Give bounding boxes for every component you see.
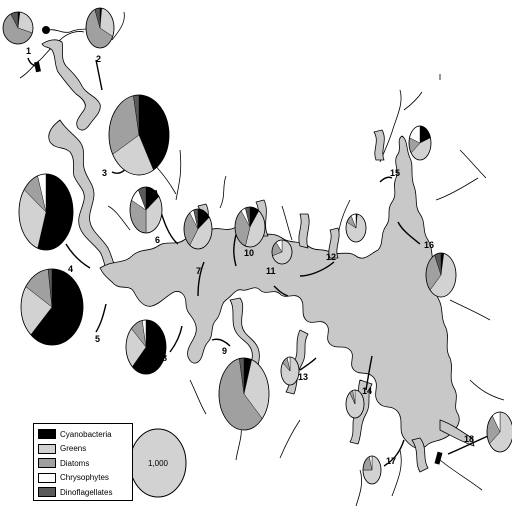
pie-chart-site-7 [184, 209, 212, 249]
pie-chart-site-6 [130, 187, 162, 233]
site-label-9: 9 [222, 346, 227, 356]
site-label-8: 8 [162, 353, 167, 363]
legend-item-greens: Greens [38, 442, 128, 457]
pie-chart-site-11 [272, 240, 292, 264]
legend-label: Chrysophytes [60, 473, 109, 482]
site-label-18: 18 [464, 434, 474, 444]
legend-item-chrysophytes: Chrysophytes [38, 471, 128, 486]
legend: Cyanobacteria Greens Diatoms Chrysophyte… [33, 423, 133, 501]
site-label-7: 7 [196, 266, 201, 276]
site-label-15: 15 [390, 168, 400, 178]
dam-marker-2 [435, 452, 443, 465]
legend-swatch [38, 444, 56, 454]
scale-reference: 1,000 [130, 429, 186, 497]
legend-label: Cyanobacteria [60, 430, 112, 439]
legend-swatch [38, 487, 56, 497]
site-label-11: 11 [266, 266, 276, 276]
pie-chart-site-2 [86, 8, 114, 48]
legend-label: Dinoflagellates [60, 488, 112, 497]
pie-chart-site-9 [219, 358, 269, 430]
legend-label: Diatoms [60, 459, 89, 468]
pie-chart-site-4 [19, 174, 73, 250]
legend-label: Greens [60, 444, 86, 453]
site-label-10: 10 [244, 248, 254, 258]
site-label-17: 17 [386, 456, 396, 466]
pie-chart-site-10 [235, 207, 265, 247]
pie-chart-site-3 [109, 95, 169, 175]
pie-chart-site-15 [409, 126, 431, 160]
pie-chart-site-1 [3, 12, 33, 44]
legend-item-cyanobacteria: Cyanobacteria [38, 427, 128, 442]
site-label-4: 4 [68, 264, 73, 274]
dam-marker-1 [34, 61, 41, 72]
site-label-2: 2 [96, 54, 101, 64]
legend-swatch [38, 429, 56, 439]
site-label-16: 16 [424, 240, 434, 250]
pie-chart-site-8 [126, 320, 166, 374]
site-label-1: 1 [26, 46, 31, 56]
site-label-3: 3 [102, 168, 107, 178]
legend-item-dinoflagellates: Dinoflagellates [38, 485, 128, 500]
legend-swatch [38, 473, 56, 483]
pie-chart-site-13 [281, 357, 299, 385]
pie-chart-site-18 [487, 412, 512, 452]
site-label-5: 5 [95, 334, 100, 344]
source-dot [42, 26, 50, 34]
legend-item-diatoms: Diatoms [38, 456, 128, 471]
site-label-12: 12 [326, 252, 336, 262]
site-label-13: 13 [298, 372, 308, 382]
scale-label: 1,000 [148, 459, 169, 468]
pie-chart-site-17 [363, 456, 381, 484]
site-label-6: 6 [155, 235, 160, 245]
pie-chart-site-16 [426, 253, 456, 297]
pie-chart-site-5 [21, 269, 83, 345]
legend-swatch [38, 458, 56, 468]
site-label-14: 14 [362, 386, 372, 396]
pie-chart-site-12 [346, 214, 366, 242]
